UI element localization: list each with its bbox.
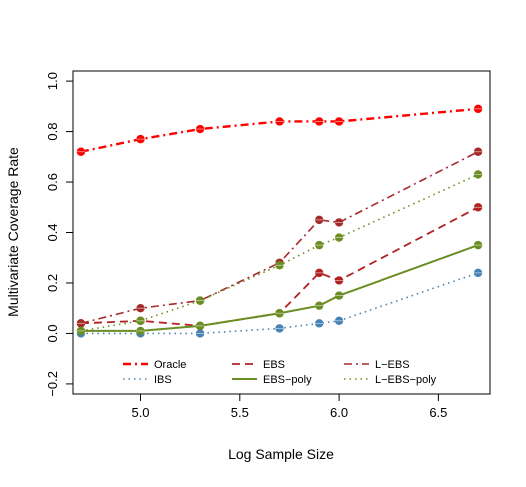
axes: 5.0 5.5 6.0 6.5 −0.2 0.0 0.2 0.4 0.6 0.8 1.0 — [45, 72, 447, 420]
x-axis-title: Log Sample Size — [228, 446, 334, 462]
series-line — [80, 151, 479, 325]
y-tick-label: 1.0 — [45, 72, 60, 90]
y-tick-label: 0.0 — [45, 324, 60, 342]
series-group — [76, 170, 483, 336]
series-group — [76, 268, 483, 338]
legend: Oracle IBS EBS EBS−poly L−EBS L−EBS−poly — [123, 359, 437, 386]
series-line — [80, 107, 479, 153]
x-tick-label: 5.5 — [231, 405, 249, 420]
x-tick-label: 5.0 — [131, 405, 149, 420]
y-tick-label: 0.4 — [45, 223, 60, 241]
y-tick-label: 0.8 — [45, 123, 60, 141]
series-layer — [76, 104, 483, 338]
legend-label: IBS — [154, 374, 172, 386]
legend-label: L−EBS−poly — [375, 374, 437, 386]
legend-label: EBS−poly — [263, 374, 312, 386]
x-tick-label: 6.5 — [429, 405, 447, 420]
series-group — [76, 104, 483, 156]
legend-label: L−EBS — [375, 359, 410, 371]
y-tick-label: −0.2 — [45, 371, 60, 397]
y-tick-label: 0.6 — [45, 173, 60, 191]
legend-label: Oracle — [154, 359, 186, 371]
y-tick-label: 0.2 — [45, 274, 60, 292]
x-tick-label: 6.0 — [330, 405, 348, 420]
y-axis-title: Multivariate Coverage Rate — [5, 147, 21, 317]
legend-label: EBS — [263, 359, 285, 371]
